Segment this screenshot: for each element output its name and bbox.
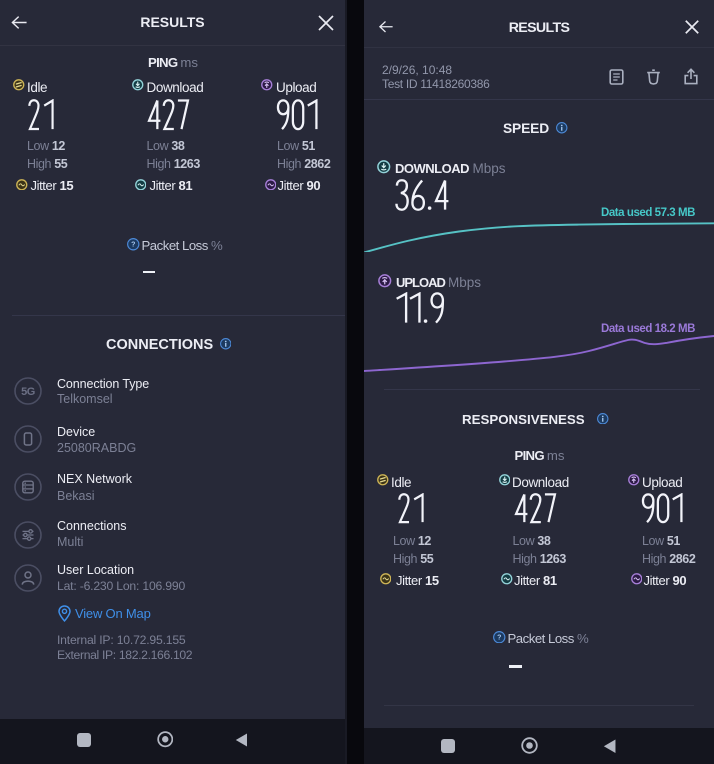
- svg-text:5G: 5G: [21, 386, 35, 398]
- svg-text:?: ?: [497, 634, 501, 641]
- svg-text:?: ?: [131, 242, 135, 249]
